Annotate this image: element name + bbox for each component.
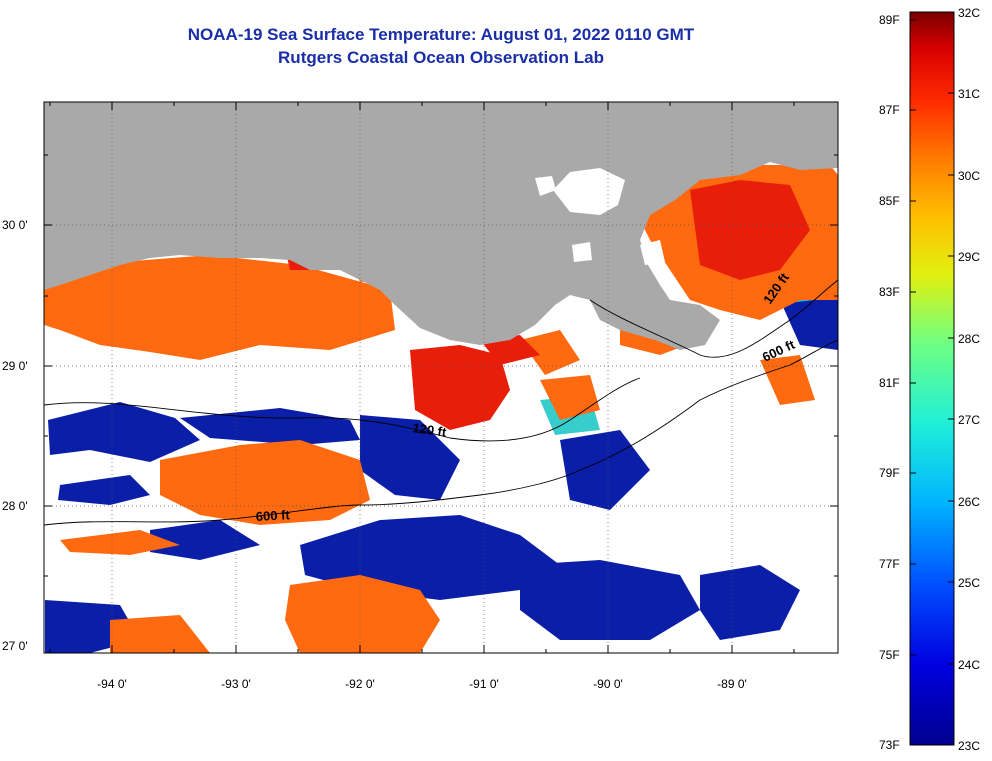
- colorbar-label-f: 75F: [879, 648, 900, 662]
- colorbar-label-c: 28C: [958, 332, 981, 346]
- colorbar-label-f: 79F: [879, 466, 900, 480]
- lon-label: -93 0': [221, 677, 251, 691]
- lat-label: 29 0': [2, 359, 28, 373]
- contour-label: 600 ft: [255, 507, 290, 524]
- colorbar-label-c: 29C: [958, 250, 981, 264]
- lon-label: -89 0': [717, 677, 747, 691]
- colorbar-label-c: 25C: [958, 576, 981, 590]
- colorbar: [909, 11, 955, 746]
- colorbar-ticks: [910, 11, 954, 665]
- lon-label: -94 0': [97, 677, 127, 691]
- lake-1: [553, 168, 625, 215]
- contour-label: 120 ft: [412, 420, 448, 440]
- colorbar-label-f: 87F: [879, 103, 900, 117]
- land-mass: [44, 102, 838, 350]
- colorbar-label-f: 73F: [879, 738, 900, 752]
- lat-label: 28 0': [2, 499, 28, 513]
- lon-label: -91 0': [469, 677, 499, 691]
- colorbar-label-c: 30C: [958, 169, 981, 183]
- colorbar-label-f: 77F: [879, 557, 900, 571]
- colorbar-label-c: 26C: [958, 495, 981, 509]
- colorbar-label-c: 23C: [958, 739, 981, 753]
- lat-label: 27 0': [2, 639, 28, 653]
- colorbar-label-f: 81F: [879, 376, 900, 390]
- colorbar-label-c: 31C: [958, 87, 981, 101]
- colorbar-label-c: 27C: [958, 413, 981, 427]
- colorbar-label-c: 24C: [958, 658, 981, 672]
- map-field: [44, 102, 838, 653]
- colorbar-label-f: 83F: [879, 285, 900, 299]
- graticule: [44, 102, 838, 653]
- colorbar-label-f: 85F: [879, 194, 900, 208]
- lat-label: 30 0': [2, 218, 28, 232]
- colorbar-label-f: 89F: [879, 13, 900, 27]
- lake-2: [535, 176, 556, 196]
- bathymetry-contours: [44, 279, 838, 526]
- map-title: NOAA-19 Sea Surface Temperature: August …: [187, 25, 695, 44]
- frame-ticks: [44, 102, 838, 653]
- lon-label: -90 0': [593, 677, 623, 691]
- map-subtitle: Rutgers Coastal Ocean Observation Lab: [278, 48, 604, 67]
- colorbar-label-c: 32C: [958, 6, 981, 20]
- map-frame: [43, 101, 839, 654]
- lon-label: -92 0': [345, 677, 375, 691]
- lake-3: [640, 240, 665, 265]
- lake-4: [572, 242, 592, 262]
